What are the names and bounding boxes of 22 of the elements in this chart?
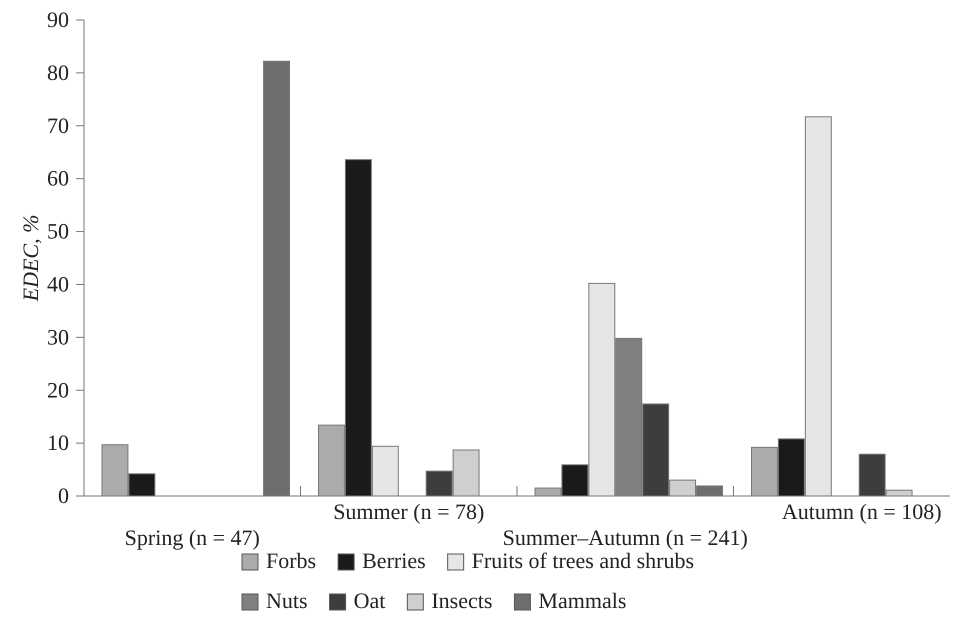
x-tick-label: Autumn (n = 108)	[782, 498, 942, 524]
y-tick-label: 70	[47, 112, 69, 138]
legend-label: Oat	[354, 588, 386, 613]
x-tick-label: Spring (n = 47)	[124, 525, 260, 550]
legend-label: Nuts	[266, 588, 308, 613]
y-tick-label: 10	[47, 430, 69, 456]
y-tick-label: 30	[47, 324, 69, 350]
legend-label: Forbs	[266, 548, 316, 573]
y-tick-label: 20	[47, 377, 69, 402]
legend-label: Insects	[431, 588, 492, 613]
y-tick-label: 80	[47, 60, 69, 85]
y-tick-label: 90	[47, 7, 69, 32]
y-tick-label: 40	[47, 271, 69, 296]
legend-label: Fruits of trees and shrubs	[472, 548, 694, 573]
legend-label: Mammals	[538, 588, 626, 613]
y-tick-label: 0	[58, 483, 69, 508]
x-tick-label: Summer (n = 78)	[333, 498, 484, 524]
y-tick-label: 50	[47, 218, 69, 244]
x-tick-label: Summer–Autumn (n = 241)	[502, 525, 748, 550]
y-tick-label: 60	[47, 166, 69, 191]
y-axis-title: EDEC, %	[18, 214, 43, 302]
legend-label: Berries	[362, 548, 426, 573]
